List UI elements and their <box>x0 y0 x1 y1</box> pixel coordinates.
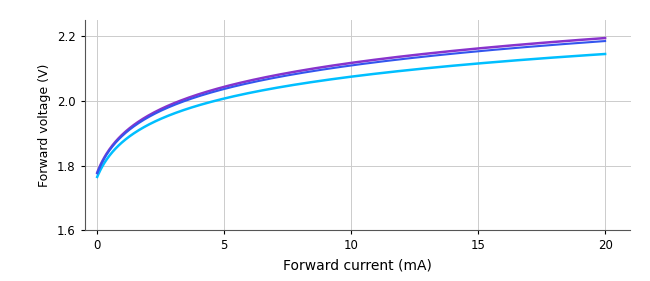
X-axis label: Forward current (mA): Forward current (mA) <box>283 258 432 272</box>
Y-axis label: Forward voltage (V): Forward voltage (V) <box>38 63 51 187</box>
